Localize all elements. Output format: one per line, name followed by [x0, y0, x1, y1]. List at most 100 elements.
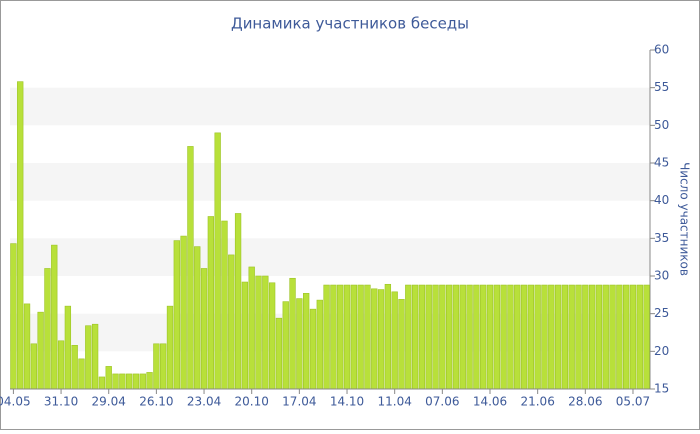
- x-tick-label: 14.10: [330, 395, 364, 409]
- bar: [309, 308, 317, 390]
- y-tick-label: 35: [654, 231, 669, 245]
- y-tick-label: 15: [654, 382, 669, 396]
- bar: [275, 317, 283, 390]
- x-tick-label: 14.06: [473, 395, 507, 409]
- bar: [180, 235, 187, 390]
- bar: [473, 284, 480, 390]
- bar: [595, 284, 603, 390]
- bar: [228, 254, 235, 390]
- bar: [139, 373, 146, 390]
- bar: [452, 284, 460, 390]
- bar: [609, 284, 616, 390]
- bar: [357, 284, 364, 390]
- bar: [132, 373, 140, 390]
- bar: [486, 284, 494, 390]
- bar: [105, 366, 112, 390]
- bar: [405, 284, 412, 390]
- bar: [616, 284, 623, 390]
- x-tick-label: 20.10: [235, 395, 269, 409]
- bar: [262, 275, 269, 390]
- bar: [166, 305, 174, 390]
- bar: [432, 284, 439, 390]
- bar: [391, 291, 398, 390]
- bar: [234, 213, 242, 390]
- x-tick-label: 07.06: [425, 395, 459, 409]
- bar: [44, 268, 51, 390]
- bar: [248, 266, 255, 390]
- bar: [439, 284, 446, 390]
- bar: [520, 284, 528, 390]
- bar: [554, 284, 562, 390]
- x-tick-label: 23.04: [187, 395, 221, 409]
- x-tick-label: 11.04: [378, 395, 412, 409]
- y-tick-label: 45: [654, 156, 669, 170]
- bar: [160, 343, 167, 390]
- chart-title: Динамика участников беседы: [231, 15, 469, 33]
- bar: [268, 282, 276, 390]
- x-tick-label: 17.04: [282, 395, 316, 409]
- bar: [112, 373, 119, 390]
- bar: [561, 284, 569, 390]
- bar: [541, 284, 548, 390]
- bar: [23, 303, 31, 390]
- bar: [459, 284, 466, 390]
- bar: [98, 376, 106, 390]
- bar: [10, 243, 17, 390]
- bar: [221, 220, 228, 390]
- y-tick-label: 60: [654, 43, 669, 57]
- bar: [371, 288, 378, 390]
- bar: [241, 281, 249, 390]
- x-tick-label: 31.10: [44, 395, 78, 409]
- bar: [398, 299, 405, 390]
- bar: [119, 373, 126, 390]
- bar: [30, 343, 37, 390]
- bar: [194, 246, 201, 390]
- bar: [282, 301, 289, 390]
- bar: [493, 284, 500, 390]
- bar: [384, 283, 392, 390]
- bar: [575, 284, 582, 390]
- bar: [364, 284, 371, 390]
- bar: [187, 146, 194, 390]
- bar: [125, 373, 133, 390]
- bar: [57, 340, 65, 390]
- x-tick-label: 05.07: [616, 395, 650, 409]
- bar: [629, 284, 637, 390]
- bar: [507, 284, 514, 390]
- bar: [303, 293, 310, 390]
- bar: [71, 345, 78, 390]
- bar: [64, 305, 72, 390]
- bar: [636, 284, 643, 390]
- grid-band: [10, 238, 650, 276]
- bar: [534, 284, 541, 390]
- bar: [214, 132, 221, 390]
- bar: [343, 284, 351, 390]
- grid-band: [10, 163, 650, 201]
- bar: [146, 372, 153, 390]
- bar: [51, 244, 58, 390]
- bar: [418, 284, 426, 390]
- bar: [289, 277, 296, 390]
- x-tick-label: 28.06: [568, 395, 602, 409]
- bar: [568, 284, 575, 390]
- bar: [350, 284, 357, 390]
- bar: [411, 284, 419, 390]
- bar: [527, 284, 535, 390]
- bar: [588, 284, 596, 390]
- bar: [514, 284, 521, 390]
- bar: [17, 81, 24, 390]
- bar: [466, 284, 473, 390]
- bar: [330, 284, 337, 390]
- bar: [582, 284, 589, 390]
- y-tick-label: 50: [654, 118, 669, 132]
- y-tick-label: 30: [654, 269, 669, 283]
- bar: [85, 325, 92, 390]
- bar: [316, 299, 323, 390]
- bar: [153, 343, 160, 390]
- bar: [643, 284, 650, 390]
- bar: [296, 298, 303, 390]
- y-tick-label: 55: [654, 80, 669, 94]
- bar: [500, 284, 507, 390]
- bar: [602, 284, 609, 390]
- bar: [91, 323, 99, 390]
